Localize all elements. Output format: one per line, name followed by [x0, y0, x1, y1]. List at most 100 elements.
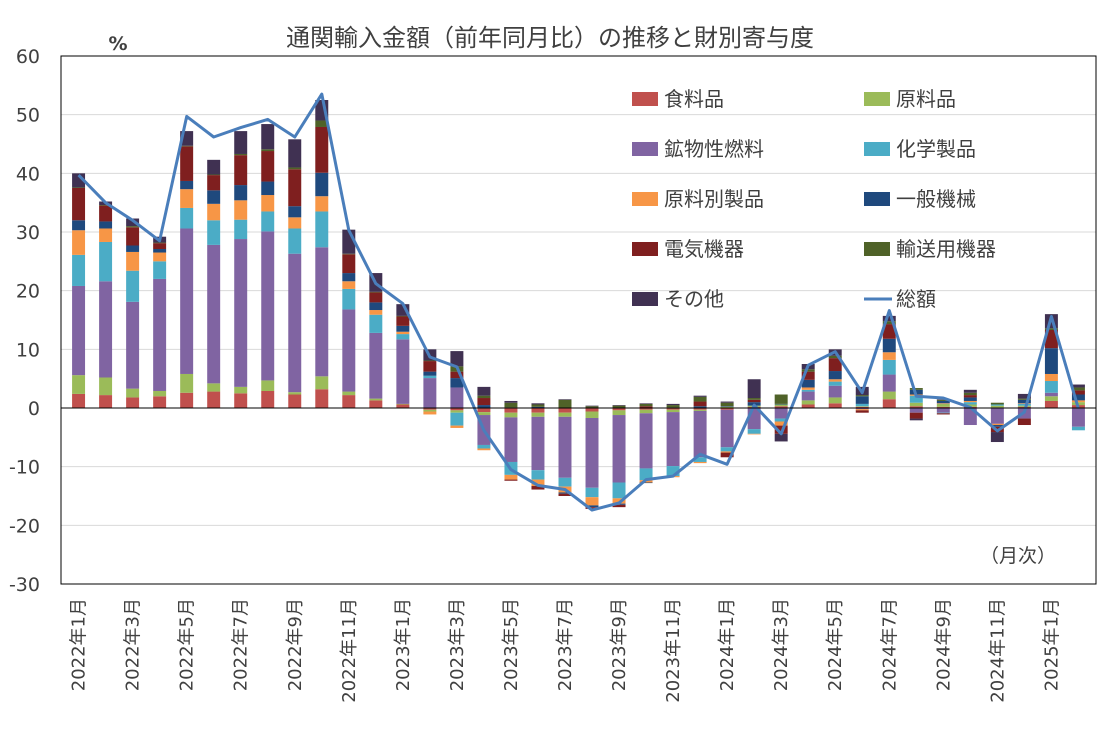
bar-segment	[1044, 381, 1058, 393]
bar-segment	[693, 396, 707, 402]
bar-segment	[234, 131, 248, 154]
bar-segment	[855, 406, 869, 407]
bar-segment	[369, 292, 383, 303]
bar-segment	[99, 228, 113, 242]
bar-segment	[261, 211, 275, 232]
bar-segment	[774, 406, 788, 408]
bar-segment	[720, 406, 734, 407]
bar-segment	[720, 408, 734, 410]
bar-segment	[828, 355, 842, 359]
x-tick-label: 2023年1月	[393, 598, 414, 691]
total-line-group	[77, 92, 1080, 512]
bar-segment	[396, 316, 410, 326]
legend-label: 鉱物性燃料	[664, 137, 764, 161]
bar-segment	[72, 393, 86, 408]
bar-segment	[1017, 399, 1031, 404]
bar-segment	[639, 406, 653, 408]
bar-segment	[1017, 403, 1031, 404]
y-tick-label: -20	[9, 515, 40, 537]
bar-segment	[774, 418, 788, 422]
legend-swatch	[632, 192, 658, 206]
bar-segment	[72, 188, 86, 221]
bar-segment	[936, 399, 950, 401]
bar-segment	[828, 385, 842, 398]
bar-segment	[1071, 394, 1085, 401]
bar-segment	[396, 331, 410, 335]
plot-area-frame	[60, 55, 1097, 585]
bar-segment	[504, 479, 518, 481]
x-tick-label: 2022年11月	[339, 598, 360, 703]
bar-segment	[153, 243, 167, 250]
bar-segment	[882, 338, 896, 353]
bar-segment	[693, 410, 707, 458]
bar-segment	[909, 412, 923, 419]
bar-segment	[126, 245, 140, 252]
bar-segment	[504, 417, 518, 462]
bar-segment	[207, 220, 221, 245]
bar-segment	[207, 175, 221, 191]
bar-segment	[693, 409, 707, 411]
bar-segment	[882, 374, 896, 392]
bar-segment	[639, 413, 653, 469]
y-tick-label: -30	[9, 574, 40, 596]
bar-segment	[342, 254, 356, 274]
bar-segment	[693, 395, 707, 397]
bar-segment	[504, 400, 518, 403]
legend-swatch	[632, 142, 658, 156]
bar-segment	[963, 389, 977, 393]
bar-segment	[693, 401, 707, 407]
legend-swatch	[632, 92, 658, 106]
bar-segment	[963, 397, 977, 401]
bar-segment	[1017, 418, 1031, 426]
legend-label: 原料別製品	[664, 187, 764, 211]
bar-segment	[369, 398, 383, 401]
bar-segment	[342, 253, 356, 255]
bar-segment	[720, 447, 734, 452]
bar-segment	[315, 389, 329, 408]
bar-segment	[774, 394, 788, 404]
bar-segment	[180, 228, 194, 374]
x-tick-label: 2023年7月	[555, 598, 576, 691]
bar-segment	[909, 388, 923, 390]
bar-segment	[450, 371, 464, 379]
bar-segment	[72, 230, 86, 255]
bar-segment	[126, 270, 140, 302]
bar-segment	[180, 189, 194, 208]
bar-segment	[855, 409, 869, 411]
bar-segment	[342, 288, 356, 310]
bar-segment	[531, 406, 545, 408]
legend-label: 輸送用機器	[896, 237, 996, 261]
bar-segment	[855, 396, 869, 404]
bar-segment	[531, 408, 545, 413]
bar-segment	[261, 231, 275, 381]
bar-segment	[990, 404, 1004, 406]
bar-segment	[936, 406, 950, 408]
bar-segment	[315, 211, 329, 248]
bar-segment	[477, 405, 491, 408]
bar-segment	[720, 451, 734, 453]
bar-segment	[99, 241, 113, 282]
bar-segment	[612, 410, 626, 416]
bar-segment	[801, 371, 815, 380]
bar-segment	[504, 408, 518, 413]
x-tick-label: 2023年5月	[501, 598, 522, 691]
x-tick-label: 2024年5月	[825, 598, 846, 691]
bar-segment	[342, 273, 356, 282]
bar-segment	[882, 391, 896, 400]
bar-segment	[126, 227, 140, 246]
bar-segment	[801, 391, 815, 401]
bar-segment	[477, 408, 491, 413]
bar-segment	[585, 417, 599, 488]
bar-segment	[801, 404, 815, 408]
bar-segment	[774, 425, 788, 434]
bar-segment	[153, 278, 167, 391]
bar-segment	[126, 218, 140, 227]
x-tick-label: 2024年7月	[879, 598, 900, 691]
bar-segment	[531, 470, 545, 480]
bar-segment	[477, 386, 491, 396]
bar-segment	[288, 228, 302, 254]
legend-label: 化学製品	[896, 137, 976, 161]
y-tick-label: 50	[16, 105, 40, 127]
bar-segment	[126, 388, 140, 398]
bar-segment	[828, 397, 842, 404]
